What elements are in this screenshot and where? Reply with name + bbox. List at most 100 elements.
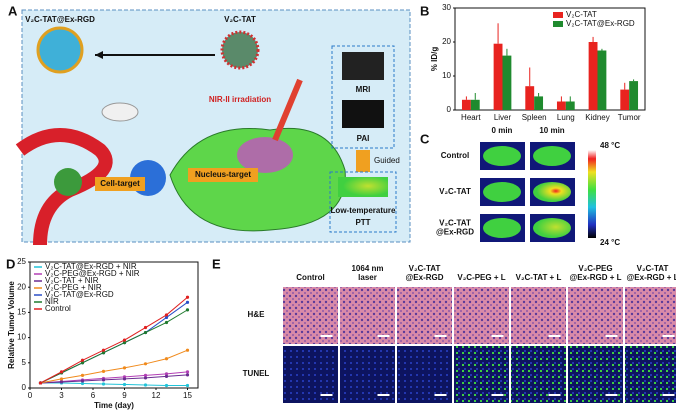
column-label: V₂C-PEG + L: [457, 273, 505, 282]
column-label: laser: [358, 273, 377, 282]
x-tick-label: Spleen: [522, 113, 547, 122]
scale-bar: [662, 335, 675, 337]
column-label: V₂C-TAT + L: [516, 273, 562, 282]
scale-bar: [548, 394, 561, 396]
scale-bar: [548, 335, 561, 337]
micrograph: [625, 346, 676, 403]
label: Cell-target: [100, 179, 140, 188]
panel-label: C: [420, 131, 430, 146]
point: [143, 373, 148, 377]
row-label: TUNEL: [243, 369, 270, 378]
column-label: 10 min: [539, 126, 564, 135]
scale-bar: [491, 335, 504, 337]
legend-label: V₂C-TAT@Ex-RGD + NIR: [45, 262, 137, 271]
label: V₂C-TAT@Ex-RGD: [25, 15, 95, 24]
point: [143, 383, 148, 387]
scale-bar: [491, 394, 504, 396]
micrograph: [454, 346, 509, 403]
micrograph: [283, 287, 338, 344]
legend-label: Control: [45, 304, 71, 313]
point: [185, 348, 190, 352]
y-tick-label: 15: [17, 308, 26, 317]
point: [143, 362, 148, 366]
point: [164, 357, 169, 361]
point: [38, 381, 43, 385]
legend-label: V₂C-TAT + NIR: [45, 276, 99, 285]
colorbar-label: 24 °C: [600, 238, 620, 247]
point: [185, 295, 190, 299]
point: [101, 369, 106, 373]
row-label: H&E: [248, 310, 266, 319]
scale-bar: [377, 394, 390, 396]
legend-swatch: [553, 21, 563, 27]
x-tick-label: 3: [59, 391, 64, 400]
y-tick-label: 0: [22, 383, 27, 392]
arrow: [95, 177, 145, 191]
scale-bar: [320, 394, 333, 396]
point: [164, 374, 169, 379]
bar: [556, 101, 566, 110]
micrograph: [397, 346, 452, 403]
row-label: @Ex-RGD: [436, 228, 474, 237]
label: V₂C-TAT: [224, 15, 256, 24]
point: [185, 370, 190, 374]
blood-vessel: [15, 128, 113, 246]
micrograph: [568, 287, 623, 344]
point: [80, 361, 85, 365]
point: [185, 383, 190, 388]
point: [143, 330, 148, 335]
scale-bar: [605, 394, 618, 396]
point: [185, 373, 190, 377]
x-tick-label: 9: [122, 391, 127, 400]
series-line: [40, 296, 188, 384]
label: NIR-II irradiation: [209, 95, 271, 104]
label: Guided: [374, 156, 400, 165]
micrograph: [625, 287, 676, 344]
point: [101, 351, 106, 355]
plot-frame: [454, 7, 646, 111]
bar: [461, 99, 471, 110]
micrograph: [340, 287, 395, 344]
y-tick-label: 20: [17, 282, 26, 291]
x-tick-label: Tumor: [618, 113, 641, 122]
row-label: V₂C-TAT: [439, 187, 471, 196]
point: [122, 341, 127, 345]
nucleus: [237, 137, 293, 173]
column-label: @Ex-RGD + L: [626, 273, 676, 282]
colorbar-label: 48 °C: [600, 141, 620, 150]
bar: [525, 86, 535, 110]
bar: [620, 89, 630, 110]
column-label: Control: [296, 273, 324, 282]
point: [59, 377, 64, 381]
point: [80, 381, 85, 386]
column-label: @Ex-RGD: [405, 273, 443, 282]
plot-frame: [29, 261, 199, 389]
scale-bar: [377, 335, 390, 337]
bar: [565, 101, 575, 110]
micrograph: [283, 346, 338, 403]
bar: [629, 81, 639, 110]
panel-label: E: [212, 256, 221, 271]
panel-label: A: [8, 3, 18, 18]
thermal-mouse: [533, 182, 571, 202]
point: [122, 338, 127, 342]
bar: [534, 96, 544, 110]
panel-label: D: [6, 256, 15, 271]
column-label: 1064 nm: [351, 264, 383, 273]
point: [80, 379, 85, 383]
point: [80, 358, 85, 362]
column-label: V₂C-TAT: [409, 264, 441, 273]
bar: [597, 50, 607, 110]
series-line: [40, 309, 188, 384]
y-tick-label: 25: [17, 257, 26, 266]
bar: [502, 55, 512, 110]
pai-image: [342, 100, 384, 128]
x-axis-label: Time (day): [94, 401, 134, 410]
y-tick-label: 10: [17, 333, 26, 342]
column-label: V₂C-PEG: [578, 264, 612, 273]
point: [80, 373, 85, 377]
thermal-mouse: [533, 146, 571, 166]
column-label: V₂C-TAT: [637, 264, 669, 273]
legend-label: V₂C-PEG + NIR: [45, 283, 102, 292]
